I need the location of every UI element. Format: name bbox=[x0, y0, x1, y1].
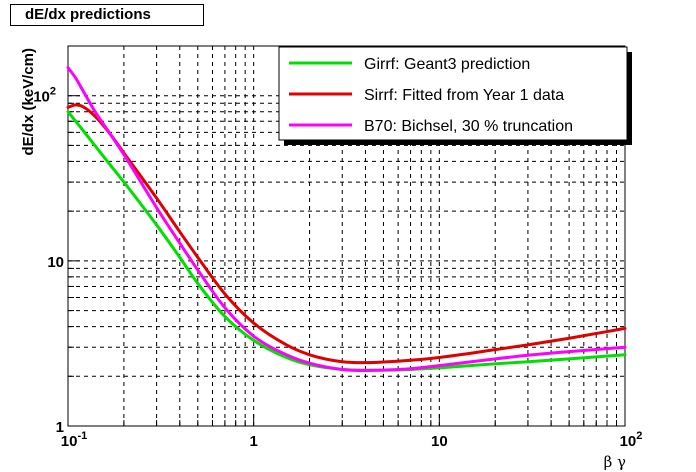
series-line-1 bbox=[66, 110, 627, 372]
plot-frame bbox=[67, 45, 626, 427]
axis-ticks bbox=[67, 45, 618, 427]
legend-label-1: Girrf: Geant3 prediction bbox=[364, 56, 530, 73]
legend-label-2: Sirrf: Fitted from Year 1 data bbox=[364, 87, 564, 104]
legend-label-3: B70: Bichsel, 30 % truncation bbox=[364, 118, 573, 135]
series-curves bbox=[66, 66, 627, 372]
x-tick-label: 10 bbox=[431, 433, 448, 450]
x-axis-label: β γ bbox=[604, 453, 626, 471]
x-tick-label: 10-1 bbox=[61, 430, 87, 450]
legend: Girrf: Geant3 prediction Sirrf: Fitted fr… bbox=[278, 46, 632, 145]
y-axis-label: dE/dx (keV/cm) bbox=[20, 48, 37, 156]
x-tick-label: 102 bbox=[620, 430, 643, 450]
y-tick-label: 102 bbox=[33, 86, 56, 106]
chart-title: dE/dx predictions bbox=[10, 4, 204, 26]
y-tick-label: 1 bbox=[56, 419, 64, 436]
series-line-3 bbox=[66, 66, 627, 372]
y-tick-label: 10 bbox=[47, 254, 64, 271]
x-tick-label: 1 bbox=[249, 433, 257, 450]
